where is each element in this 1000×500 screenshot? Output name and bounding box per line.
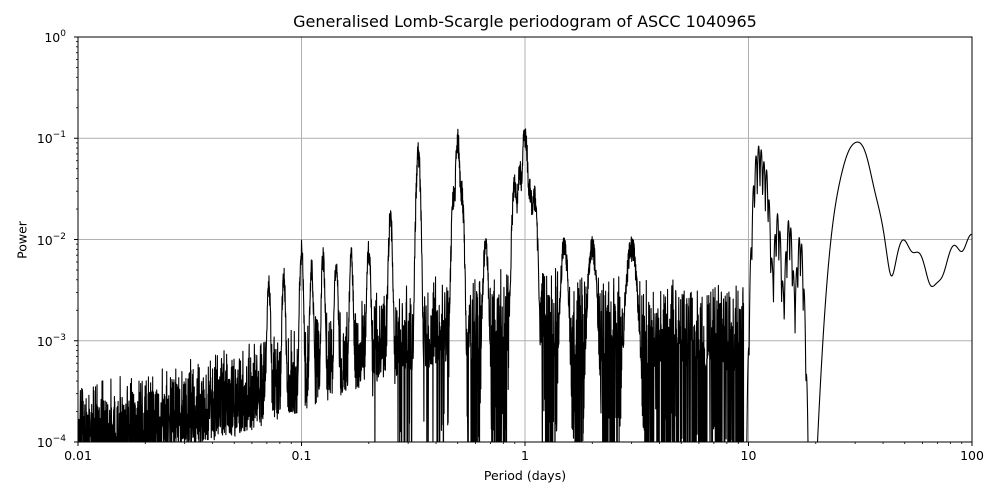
x-tick-label: 0.01	[64, 448, 92, 463]
y-tick-label: 100	[44, 29, 66, 45]
y-axis-label: Power	[14, 221, 30, 259]
axes-frame	[77, 36, 973, 443]
chart-title: Generalised Lomb-Scargle periodogram of …	[293, 12, 757, 31]
power-line	[78, 128, 972, 442]
y-tick-label: 10−2	[36, 231, 66, 248]
periodogram-trace	[78, 128, 972, 442]
x-axis-label: Period (days)	[483, 468, 567, 483]
x-tick-label: 1	[521, 448, 529, 463]
y-tick-label: 10−3	[36, 332, 66, 349]
y-tick-label: 10−4	[36, 434, 66, 450]
y-tick-label: 10−1	[36, 130, 66, 147]
x-tick-label: 10	[740, 448, 757, 463]
x-tick-label: 100	[960, 448, 984, 463]
x-tick-label: 0.1	[291, 448, 312, 463]
